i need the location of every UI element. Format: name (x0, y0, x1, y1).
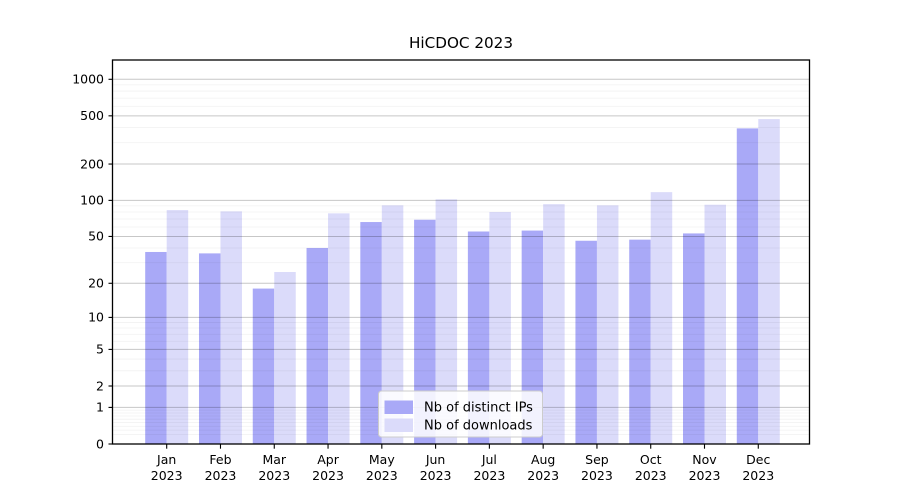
bar-mar-ips (252, 288, 275, 444)
x-axis-tick-label: Sep (585, 452, 609, 467)
bar-feb-downloads (220, 211, 242, 444)
chart-title: HiCDOC 2023 (409, 34, 513, 52)
bar-jan-ips (145, 251, 167, 444)
bar-sep-ips (575, 240, 597, 444)
axes-layer: 10005002001005020105210Jan2023Feb2023Mar… (72, 59, 811, 483)
x-axis-tick-label: Aug (531, 452, 555, 467)
x-axis-tick-label: Oct (640, 452, 662, 467)
x-axis-tick-label: Dec (746, 452, 770, 467)
y-axis-tick-label: 1 (96, 400, 104, 415)
x-axis-tick-label: Jul (481, 452, 497, 467)
x-axis-tick-label: 2023 (366, 468, 398, 483)
x-axis-tick-label: Jan (156, 452, 176, 467)
x-axis-tick-label: May (369, 452, 395, 467)
x-axis-tick-label: 2023 (420, 468, 452, 483)
bar-apr-downloads (328, 213, 350, 444)
x-axis-tick-label: 2023 (581, 468, 613, 483)
y-axis-tick-label: 200 (80, 156, 104, 171)
x-axis-tick-label: 2023 (151, 468, 183, 483)
plot-frame (111, 59, 811, 445)
bar-dec-downloads (758, 119, 780, 445)
x-axis-tick-label: 2023 (689, 468, 721, 483)
x-axis-tick-label: 2023 (527, 468, 559, 483)
y-axis-tick-label: 100 (80, 193, 104, 208)
y-axis-tick-label: 2 (96, 378, 104, 393)
y-axis-tick-label: 0 (96, 436, 104, 451)
y-axis-tick-label: 50 (88, 229, 104, 244)
y-axis-tick-label: 10 (88, 310, 104, 325)
x-axis-tick-label: Apr (317, 452, 339, 467)
bar-jun-ips (414, 219, 436, 444)
x-axis-tick-label: 2023 (742, 468, 774, 483)
bar-sep-downloads (596, 205, 619, 444)
x-axis-tick-label: Mar (262, 452, 286, 467)
x-axis-tick-label: Nov (692, 452, 717, 467)
legend-swatch-downloads-icon (384, 418, 413, 432)
x-axis-tick-label: Feb (209, 452, 231, 467)
bar-aug-downloads (543, 204, 565, 444)
bar-jan-downloads (166, 210, 189, 444)
bar-feb-ips (198, 253, 221, 444)
bar-mar-downloads (274, 272, 296, 444)
bar-may-downloads (381, 205, 404, 444)
y-axis-tick-label: 500 (80, 108, 104, 123)
bar-dec-ips (736, 128, 759, 445)
x-axis-tick-label: 2023 (258, 468, 290, 483)
legend-label-downloads: Nb of downloads (424, 419, 533, 434)
legend-swatch-distinct-ips-icon (384, 400, 413, 414)
bar-nov-downloads (704, 204, 726, 444)
x-axis-tick-label: 2023 (312, 468, 344, 483)
x-axis-tick-label: Jun (425, 452, 446, 467)
bar-apr-ips (306, 247, 329, 444)
y-axis-tick-label: 1000 (72, 72, 104, 87)
bar-jun-downloads (435, 199, 458, 444)
legend-label-distinct-ips: Nb of distinct IPs (424, 401, 533, 416)
y-axis-tick-label: 5 (96, 342, 104, 357)
y-axis-tick-label: 20 (88, 276, 104, 291)
bar-may-ips (360, 222, 382, 444)
legend-box (378, 390, 543, 438)
bar-nov-ips (683, 233, 705, 444)
grid-layer (112, 78, 810, 435)
x-axis-tick-label: 2023 (635, 468, 667, 483)
x-axis-tick-label: 2023 (473, 468, 505, 483)
bar-oct-downloads (650, 192, 673, 444)
x-axis-tick-label: 2023 (205, 468, 237, 483)
bar-oct-ips (629, 239, 651, 444)
legend: Nb of distinct IPs Nb of downloads (378, 390, 543, 438)
bar-jul-downloads (489, 212, 511, 444)
